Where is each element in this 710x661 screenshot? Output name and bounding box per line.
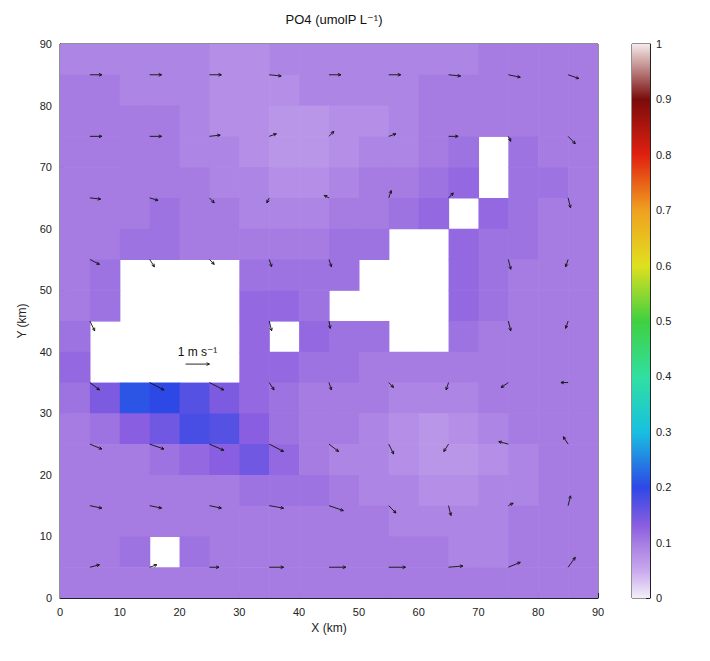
svg-text:0.9: 0.9 <box>656 93 671 105</box>
svg-text:10: 10 <box>114 606 126 618</box>
svg-text:20: 20 <box>173 606 185 618</box>
svg-text:0.4: 0.4 <box>656 370 671 382</box>
svg-text:1: 1 <box>656 38 662 50</box>
svg-text:90: 90 <box>40 38 52 50</box>
svg-text:60: 60 <box>40 223 52 235</box>
svg-text:0.2: 0.2 <box>656 481 671 493</box>
svg-text:50: 50 <box>353 606 365 618</box>
svg-text:90: 90 <box>592 606 604 618</box>
svg-text:0.8: 0.8 <box>656 149 671 161</box>
svg-text:0.7: 0.7 <box>656 204 671 216</box>
svg-text:1 m s⁻¹: 1 m s⁻¹ <box>178 345 218 359</box>
svg-text:60: 60 <box>413 606 425 618</box>
svg-text:0.5: 0.5 <box>656 315 671 327</box>
svg-text:X (km): X (km) <box>311 621 346 635</box>
svg-text:70: 70 <box>40 161 52 173</box>
svg-text:PO4 (umolP L⁻¹): PO4 (umolP L⁻¹) <box>286 12 383 27</box>
svg-text:80: 80 <box>40 100 52 112</box>
svg-text:50: 50 <box>40 284 52 296</box>
svg-text:30: 30 <box>40 407 52 419</box>
svg-text:0: 0 <box>57 606 63 618</box>
svg-text:10: 10 <box>40 530 52 542</box>
svg-text:40: 40 <box>40 346 52 358</box>
svg-text:30: 30 <box>233 606 245 618</box>
svg-text:0.3: 0.3 <box>656 426 671 438</box>
svg-text:0: 0 <box>46 592 52 604</box>
svg-text:Y (km): Y (km) <box>15 303 29 338</box>
svg-text:0: 0 <box>656 592 662 604</box>
svg-text:80: 80 <box>532 606 544 618</box>
svg-text:0.6: 0.6 <box>656 260 671 272</box>
svg-text:70: 70 <box>472 606 484 618</box>
svg-text:20: 20 <box>40 469 52 481</box>
svg-text:40: 40 <box>293 606 305 618</box>
svg-text:0.1: 0.1 <box>656 537 671 549</box>
